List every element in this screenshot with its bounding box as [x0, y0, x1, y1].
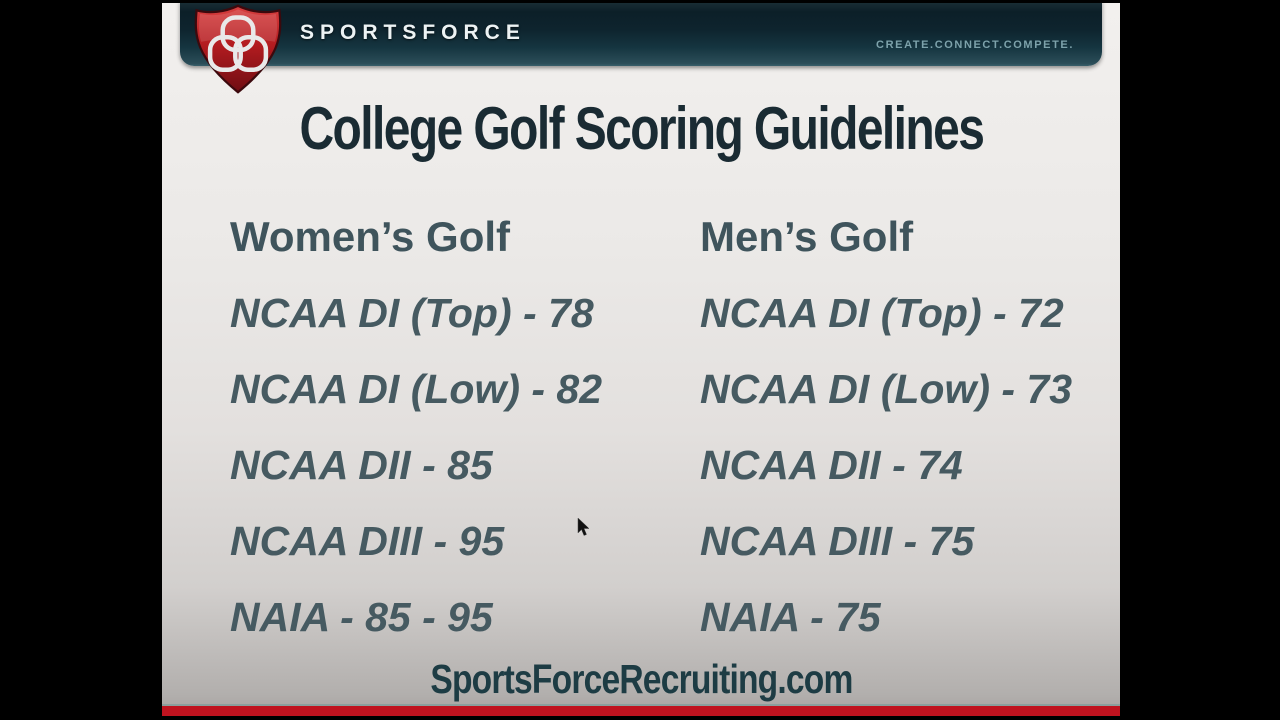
mens-row-ncaa-diii: NCAA DIII - 75 — [700, 517, 975, 564]
brand-name: SPORTSFORCE — [300, 21, 526, 44]
page-title: College Golf Scoring Guidelines — [162, 94, 1120, 163]
top-letterbox-line — [0, 0, 1280, 3]
mens-golf-column: Men’s Golf NCAA DI (Top) - 72 NCAA DI (L… — [700, 199, 1072, 655]
mens-golf-heading: Men’s Golf — [700, 213, 914, 260]
mouse-cursor-icon — [576, 517, 590, 538]
womens-row-ncaa-dii: NCAA DII - 85 — [230, 441, 493, 488]
header-bar: SPORTSFORCE CREATE.CONNECT.COMPETE. — [180, 0, 1102, 66]
mens-row-ncaa-di-top: NCAA DI (Top) - 72 — [700, 289, 1064, 336]
mens-row-naia: NAIA - 75 — [700, 593, 881, 640]
womens-row-ncaa-di-low: NCAA DI (Low) - 82 — [230, 365, 603, 412]
sportsforce-shield-icon — [190, 4, 286, 94]
womens-row-ncaa-di-top: NCAA DI (Top) - 78 — [230, 289, 594, 336]
footer-website: SportsForceRecruiting.com — [162, 656, 1120, 703]
footer-red-bar — [162, 706, 1120, 716]
page-title-text: College Golf Scoring Guidelines — [299, 95, 984, 162]
footer-website-text: SportsForceRecruiting.com — [429, 656, 853, 702]
womens-golf-column: Women’s Golf NCAA DI (Top) - 78 NCAA DI … — [230, 199, 602, 655]
womens-golf-heading: Women’s Golf — [230, 213, 511, 260]
mens-row-ncaa-di-low: NCAA DI (Low) - 73 — [700, 365, 1073, 412]
mens-row-ncaa-dii: NCAA DII - 74 — [700, 441, 963, 488]
womens-row-naia: NAIA - 85 - 95 — [230, 593, 493, 640]
slide-background: SPORTSFORCE CREATE.CONNECT.COMPETE. Coll… — [162, 0, 1120, 716]
footer-divider-line — [162, 704, 1120, 706]
brand-tagline: CREATE.CONNECT.COMPETE. — [876, 39, 1074, 51]
womens-row-ncaa-diii: NCAA DIII - 95 — [230, 517, 505, 564]
